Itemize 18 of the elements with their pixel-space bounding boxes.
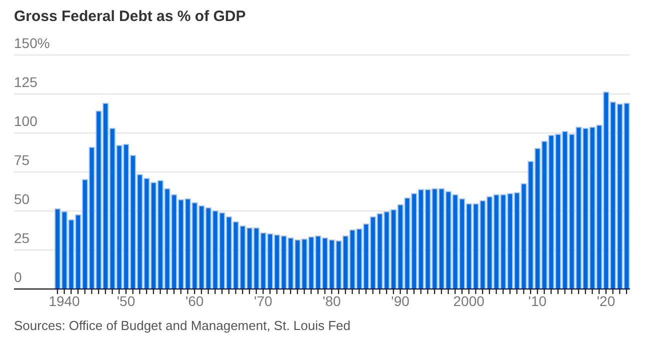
source-note: Sources: Office of Budget and Management, St. Louis Fed <box>14 318 351 333</box>
x-tick-label: '80 <box>322 292 342 309</box>
y-tick-label: 100 <box>14 113 38 129</box>
y-tick-label: 75 <box>14 152 30 168</box>
x-tick-label: 2000 <box>453 292 485 309</box>
y-tick-label: 150% <box>14 35 50 51</box>
x-tick-label: '70 <box>254 292 272 309</box>
x-tick-label: '50 <box>116 292 136 309</box>
x-tick-label: '20 <box>596 292 616 309</box>
y-tick-label: 50 <box>14 191 30 207</box>
y-tick-label: 25 <box>14 230 30 246</box>
x-tick-label: 1940 <box>48 292 80 309</box>
chart-title: Gross Federal Debt as % of GDP <box>14 8 246 25</box>
y-tick-label: 0 <box>14 269 22 285</box>
x-tick-label: '10 <box>528 292 547 309</box>
x-tick-label: '60 <box>185 292 204 309</box>
y-tick-label: 125 <box>14 74 38 90</box>
x-tick-label: '90 <box>391 292 410 309</box>
